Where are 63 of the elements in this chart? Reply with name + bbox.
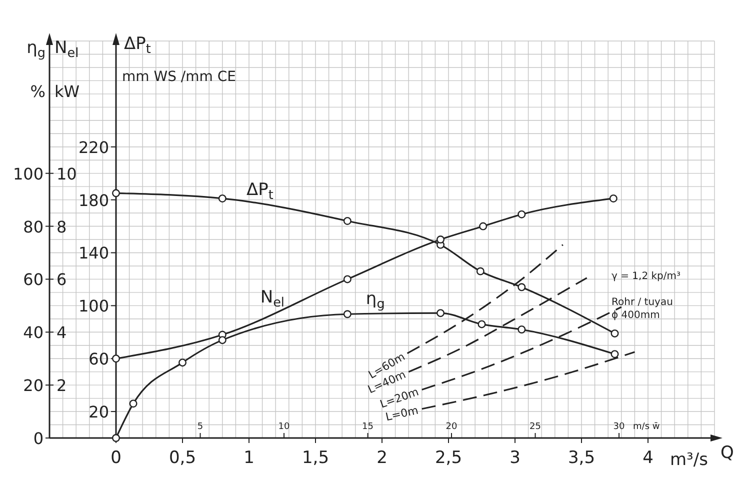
y2-tick-label: 4 [56, 323, 67, 342]
y-tick-label: 60 [23, 270, 44, 290]
y-tick-label: 100 [12, 164, 44, 184]
point [479, 222, 488, 230]
x-tick-label: 2,5 [434, 448, 462, 468]
series-label: N$_{el}$ [260, 288, 284, 310]
y2-tick-label: 10 [56, 164, 77, 184]
y-tick-label: 0 [33, 429, 44, 448]
point [218, 336, 226, 344]
y3-tick-label: 180 [78, 190, 109, 210]
point [343, 275, 352, 284]
point [518, 210, 526, 218]
y-tick-label: 80 [23, 217, 44, 236]
y-tick-label: 40 [23, 323, 44, 342]
point [343, 310, 352, 318]
x-tick-label: 0,5 [168, 448, 196, 468]
x2-tick-label: 30 [613, 422, 626, 432]
point [478, 320, 486, 328]
point [518, 325, 526, 334]
x-tick-label: 3 [510, 448, 520, 468]
point [112, 189, 120, 198]
series-label: ΔP$_{t}$ [246, 180, 274, 204]
x2-tick-label: 10 [278, 422, 290, 432]
point [518, 283, 526, 292]
series-label: η$_{g}$ [366, 288, 385, 312]
x-tick-label: 3,5 [568, 448, 596, 468]
x2-axis-title: m/s w̄ [633, 422, 660, 432]
x-tick-label: 1,5 [302, 448, 330, 468]
line-series [421, 351, 636, 410]
x-tick-label: 4 [642, 448, 654, 468]
annotation: ϕ 400mm [612, 310, 660, 322]
text: N$_{el}$ kW [54, 38, 80, 101]
x-axis-title: m³/s Q [670, 443, 734, 470]
y2-tick-label: 8 [56, 217, 67, 236]
point [436, 309, 445, 318]
point [343, 216, 352, 225]
point [178, 358, 186, 367]
y3-tick-label: 100 [78, 296, 109, 316]
point [610, 329, 619, 338]
x-tick-label: 1 [244, 448, 254, 468]
point [218, 194, 226, 202]
point [436, 236, 445, 244]
annotation: Rohr / tuyau [612, 297, 673, 308]
y3-tick-label: 60 [88, 350, 109, 369]
x2-tick-label: 15 [362, 422, 374, 432]
y-tick-label: 20 [23, 376, 44, 396]
y3-tick-label: 140 [78, 244, 109, 263]
x-tick-label: 2 [376, 448, 388, 468]
y2-tick-label: 6 [56, 270, 67, 290]
y3-axis-title: ΔP$_{t}$ mm WS /mm CE [122, 34, 236, 85]
x-tick-label: 0 [110, 448, 122, 468]
point [129, 400, 138, 408]
y2-tick-label: 2 [56, 376, 67, 396]
y3-tick-label: 220 [78, 138, 109, 157]
annotation: γ = 1,2 kp/m³ [612, 271, 680, 282]
point [610, 350, 619, 358]
x2-tick-label: 25 [530, 422, 541, 432]
point [609, 194, 618, 202]
y3-tick-label: 20 [88, 402, 109, 422]
text: η$_{g}$ % [26, 38, 46, 101]
x2-tick-label: 20 [446, 422, 458, 432]
point [476, 267, 484, 276]
x2-tick-label: 5 [197, 422, 204, 432]
